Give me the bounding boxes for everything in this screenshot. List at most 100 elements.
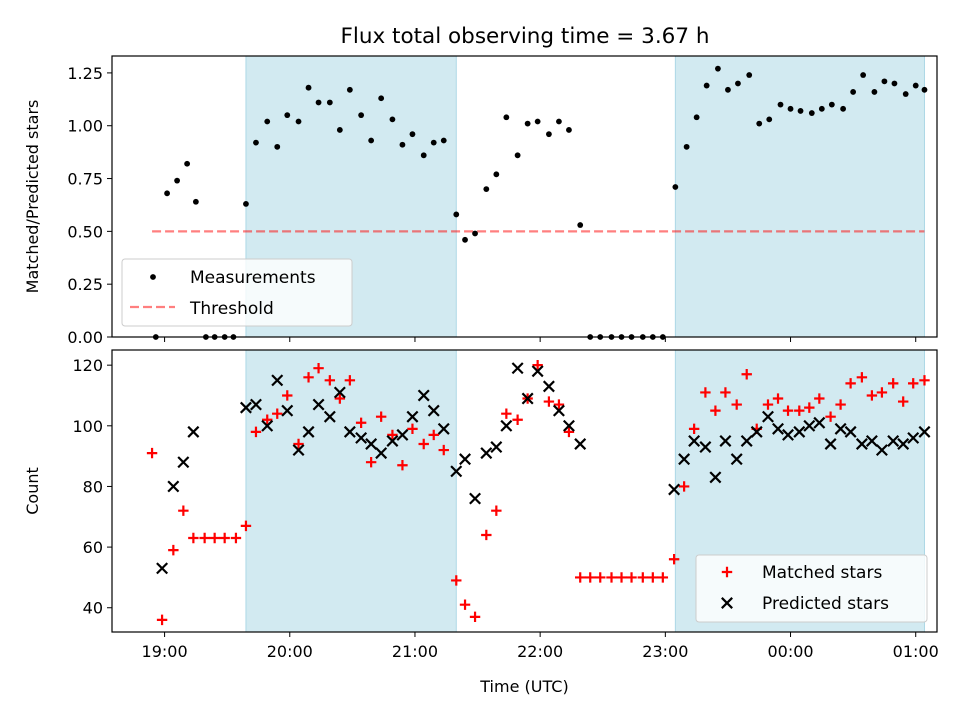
- matched-star-marker: [563, 426, 575, 438]
- predicted-star-marker: [834, 422, 847, 435]
- predicted-star-marker: [730, 453, 743, 466]
- legend-predicted-label: Predicted stars: [762, 594, 889, 614]
- matched-star-marker: [397, 460, 408, 471]
- measurement-point: [777, 101, 784, 108]
- measurement-point: [493, 171, 500, 178]
- measurement-point: [368, 137, 375, 144]
- predicted-star-marker: [511, 362, 524, 375]
- predicted-star-marker: [292, 444, 305, 457]
- x-tick-label: 01:00: [893, 642, 939, 661]
- matched-star-marker: [772, 393, 784, 404]
- matched-star-marker: [637, 572, 649, 583]
- measurement-point: [725, 86, 731, 93]
- y-tick-label: 80: [83, 477, 103, 496]
- measurement-point: [797, 108, 804, 114]
- predicted-star-marker: [177, 456, 190, 469]
- measurement-point: [243, 200, 249, 207]
- matched-star-marker: [334, 393, 346, 404]
- measurement-point: [534, 118, 541, 125]
- top-panel: 0.00 0.25 0.50 0.75 1.00 1.25 Matched/Predicte…: [23, 55, 938, 347]
- matched-star-marker: [794, 405, 805, 416]
- measurement-point: [483, 186, 490, 193]
- y-tick-label: 40: [83, 599, 103, 618]
- predicted-star-marker: [668, 483, 681, 496]
- measurement-point: [420, 152, 427, 159]
- predicted-star-marker: [855, 438, 868, 450]
- legend-predicted-marker: [721, 597, 733, 609]
- measurement-point: [546, 131, 552, 138]
- predicted-star-marker: [261, 419, 274, 432]
- measurement-point: [693, 114, 700, 121]
- legend: Measurements Threshold: [121, 258, 353, 327]
- measurement-point: [453, 211, 460, 218]
- matched-star-marker: [866, 390, 878, 401]
- predicted-star-marker: [406, 410, 419, 423]
- matched-star-marker: [209, 532, 220, 544]
- measurement-point: [715, 65, 721, 72]
- y-tick-label: 0.25: [67, 275, 103, 294]
- measurement-point: [336, 127, 343, 133]
- predicted-star-marker: [897, 438, 910, 450]
- predicted-star-marker: [887, 434, 900, 447]
- measurement-point: [902, 91, 909, 97]
- x-tick-label: 22:00: [517, 642, 563, 661]
- matched-star-marker: [804, 402, 815, 413]
- legend-threshold-label: Threshold: [189, 299, 274, 319]
- measurement-point: [514, 152, 521, 159]
- predicted-star-marker: [552, 404, 565, 417]
- matched-star-marker: [375, 411, 387, 422]
- x-tick-label: 23:00: [642, 642, 688, 661]
- measurement-point: [556, 118, 562, 125]
- matched-star-marker: [250, 426, 262, 438]
- legend-box: [695, 554, 928, 623]
- predicted-star-marker: [875, 444, 888, 457]
- predicted-star-marker: [678, 453, 691, 466]
- matched-star-marker: [647, 572, 659, 583]
- matched-star-marker: [657, 572, 669, 583]
- x-tick-label: 20:00: [267, 642, 313, 661]
- matched-star-marker: [365, 456, 377, 468]
- predicted-star-marker: [562, 419, 575, 432]
- measurement-point: [787, 105, 794, 112]
- matched-star-marker: [293, 438, 304, 450]
- predicted-star-marker: [450, 465, 463, 478]
- matched-star-marker: [178, 505, 189, 516]
- predicted-star-marker: [312, 398, 325, 411]
- y-tick-label: 0.00: [67, 328, 103, 347]
- measurement-point: [808, 110, 815, 116]
- predicted-star-marker: [750, 425, 763, 438]
- matched-star-marker: [825, 411, 836, 422]
- matched-star-marker: [481, 529, 492, 541]
- predicted-star-marker: [844, 425, 857, 438]
- predicted-star-marker: [239, 401, 252, 414]
- matched-star-marker: [156, 614, 168, 626]
- y-tick-label: 1.00: [67, 117, 103, 136]
- matched-star-marker: [282, 390, 293, 401]
- matched-star-marker: [324, 375, 336, 386]
- measurement-point: [462, 236, 468, 243]
- matched-star-marker: [407, 423, 418, 435]
- x-tick-label: 21:00: [392, 642, 438, 661]
- matched-star-marker: [313, 362, 324, 374]
- matched-star-marker: [459, 599, 471, 610]
- predicted-star-marker: [386, 434, 399, 447]
- measurement-point: [264, 118, 271, 125]
- y-tick-label: 0.75: [67, 170, 103, 189]
- matched-star-marker: [491, 505, 502, 516]
- legend-matched-label: Matched stars: [762, 563, 882, 583]
- measurement-point: [881, 78, 888, 85]
- matched-star-marker: [387, 429, 398, 441]
- measurement-point: [735, 80, 741, 87]
- matched-star-marker: [355, 417, 367, 428]
- predicted-star-marker: [521, 392, 534, 405]
- predicted-star-marker: [709, 471, 722, 484]
- y-axis-label: Matched/Predicted stars: [23, 100, 42, 294]
- predicted-star-marker: [803, 419, 816, 432]
- measurement-point: [860, 72, 867, 78]
- measurement-point: [284, 112, 291, 119]
- measurement-point: [818, 105, 825, 112]
- predicted-star-marker: [249, 398, 262, 411]
- matched-star-marker: [908, 378, 919, 389]
- matched-star-marker: [428, 429, 439, 441]
- y-tick-label: 120: [72, 356, 103, 375]
